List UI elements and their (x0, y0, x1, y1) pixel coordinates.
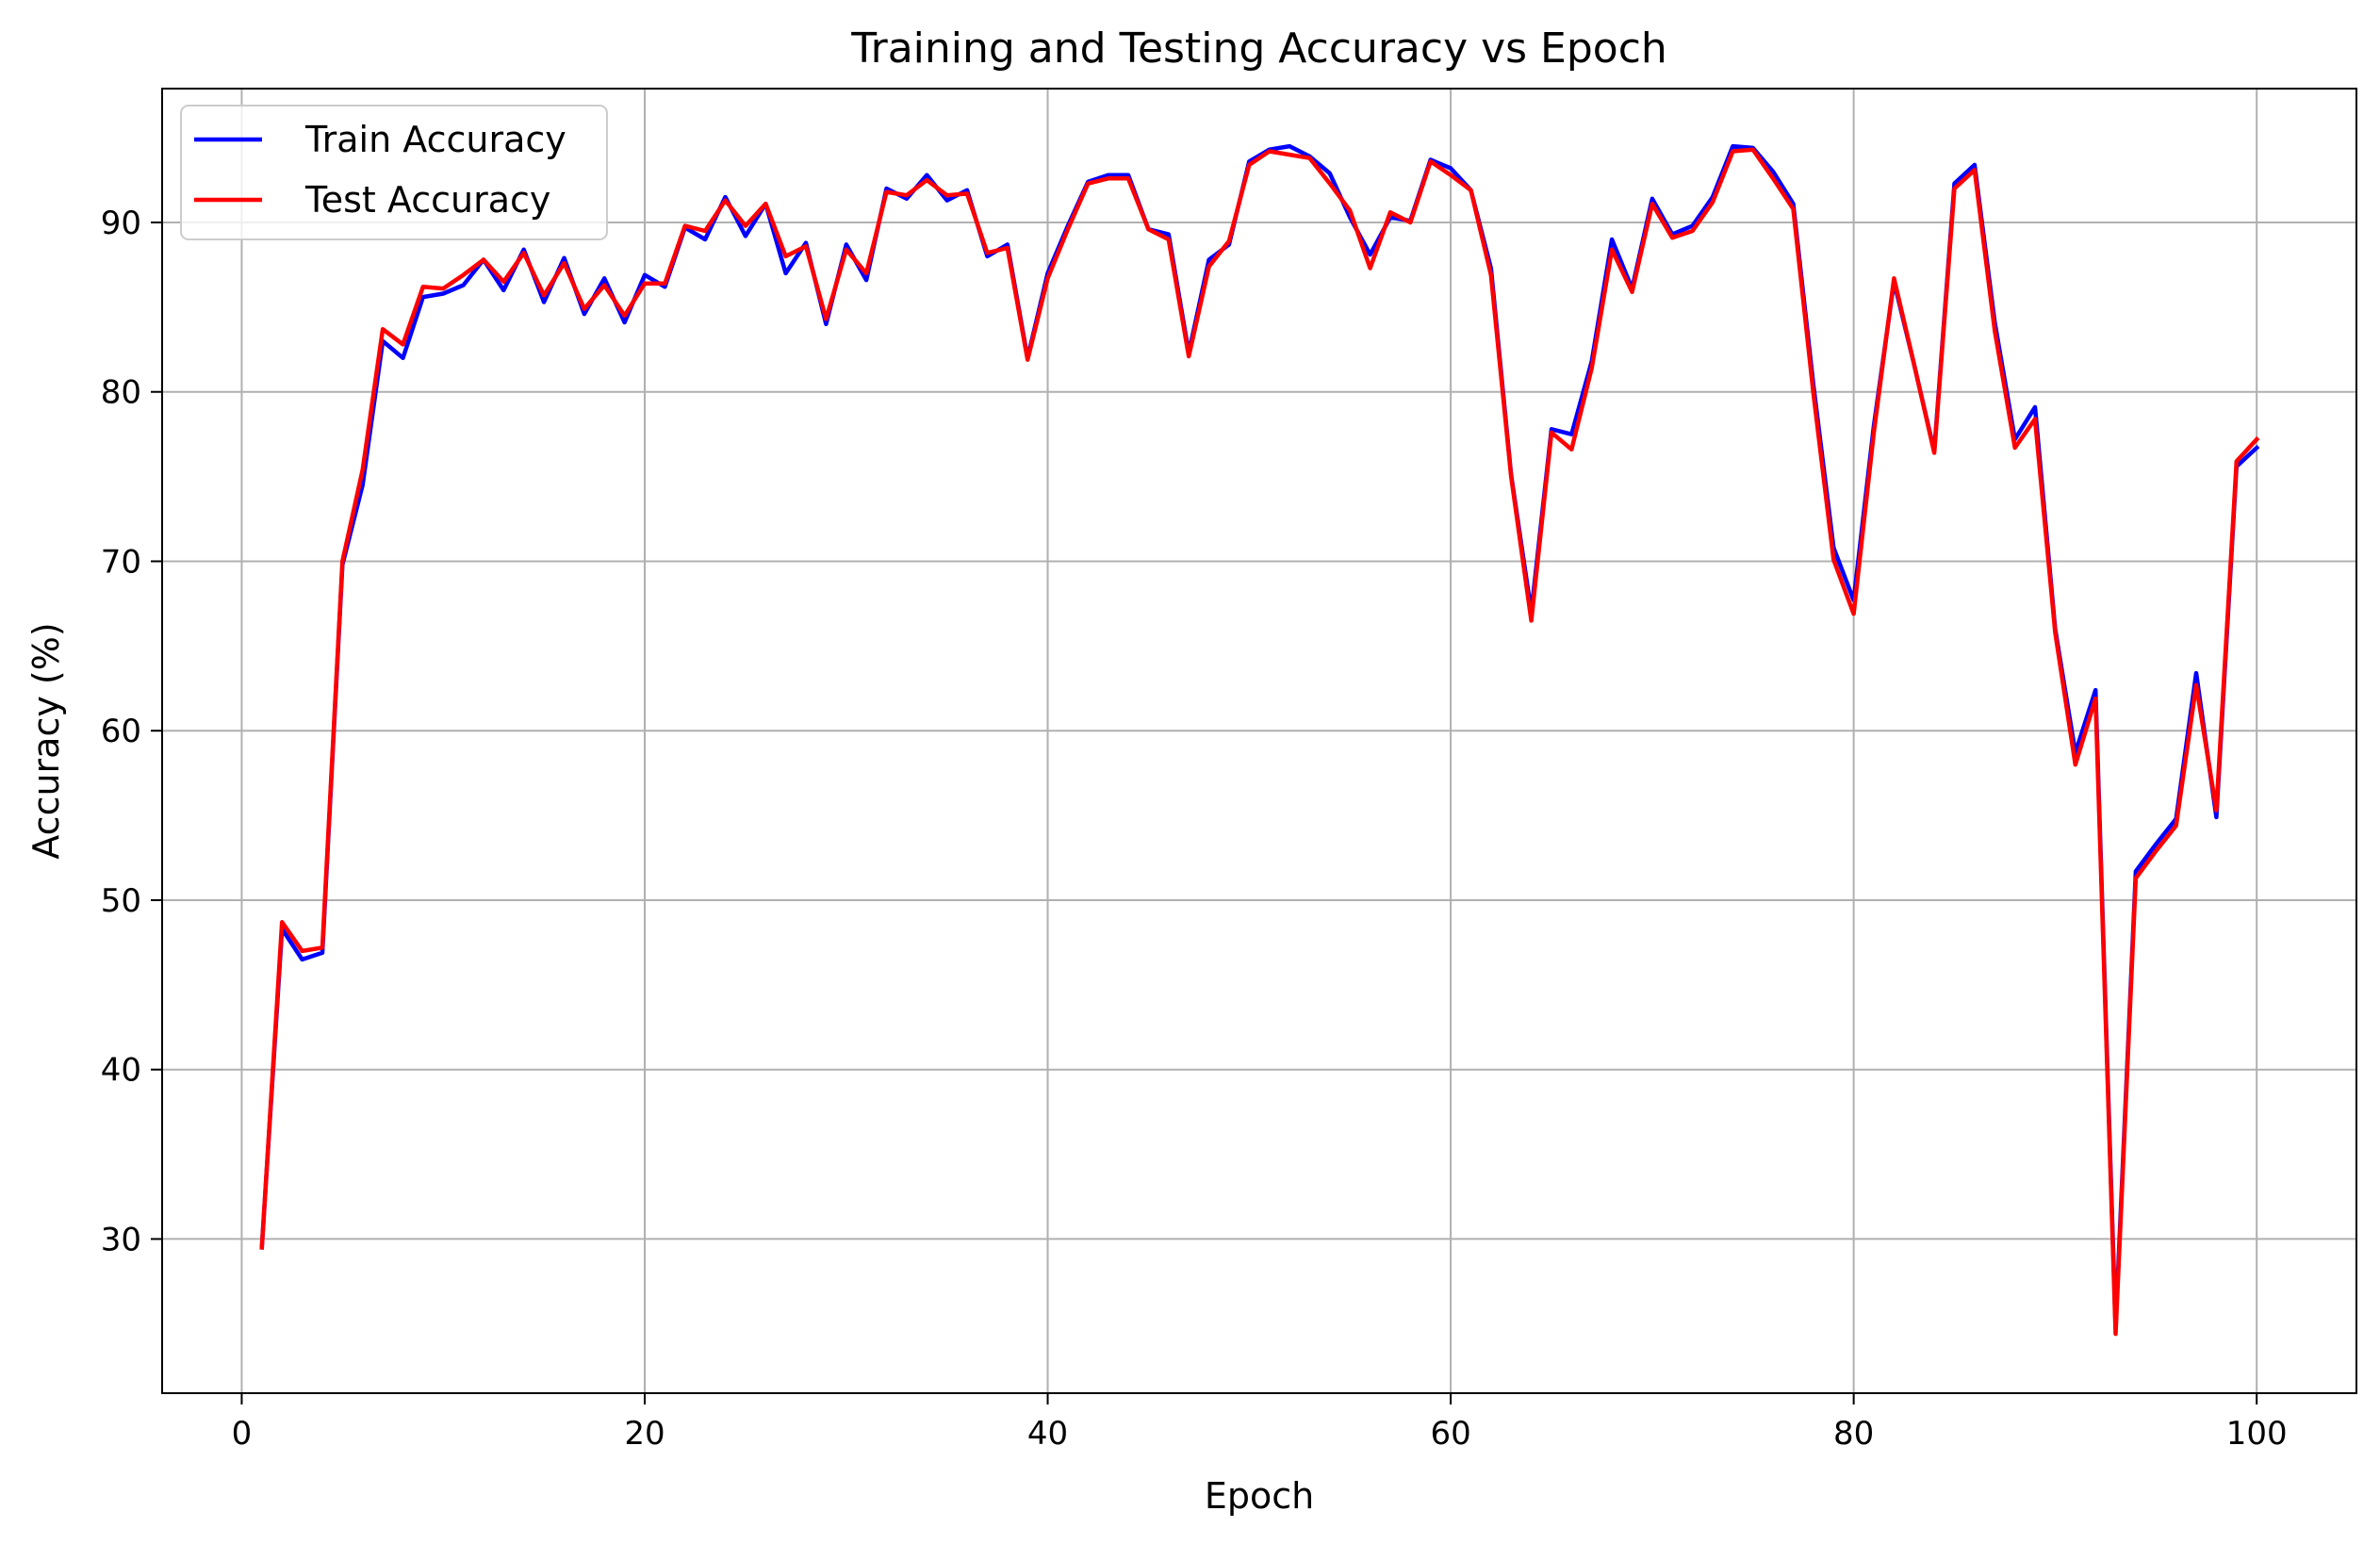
grid-lines (162, 89, 2356, 1393)
chart-title: Training and Testing Accuracy vs Epoch (850, 25, 1667, 73)
y-axis-ticks: 30 40 50 60 70 80 90 (101, 205, 162, 1258)
y-tick-label: 90 (101, 205, 141, 242)
test-accuracy-line (259, 147, 2260, 1337)
x-tick-label: 60 (1430, 1415, 1470, 1453)
y-tick-label: 30 (101, 1221, 141, 1258)
legend-entry-label: Train Accuracy (304, 119, 566, 160)
plot-frame (161, 88, 2357, 1394)
y-tick-label: 80 (101, 374, 141, 412)
x-tick-label: 0 (232, 1415, 253, 1453)
y-axis-label: Accuracy (%) (25, 622, 67, 859)
legend: Train Accuracy Test Accuracy (180, 105, 608, 240)
x-tick-label: 80 (1833, 1415, 1874, 1453)
y-tick-label: 50 (101, 882, 141, 920)
x-axis-label: Epoch (1205, 1475, 1314, 1517)
x-axis-ticks: 0 20 40 60 80 100 (232, 1393, 2288, 1453)
legend-box (180, 105, 608, 240)
x-tick-label: 20 (624, 1415, 665, 1453)
y-tick-label: 60 (101, 713, 141, 750)
x-tick-label: 40 (1027, 1415, 1068, 1453)
y-tick-label: 70 (101, 543, 141, 581)
legend-entry-label: Test Accuracy (304, 179, 550, 221)
y-tick-label: 40 (101, 1052, 141, 1090)
series-layer (259, 143, 2260, 1337)
x-tick-label: 100 (2226, 1415, 2288, 1453)
